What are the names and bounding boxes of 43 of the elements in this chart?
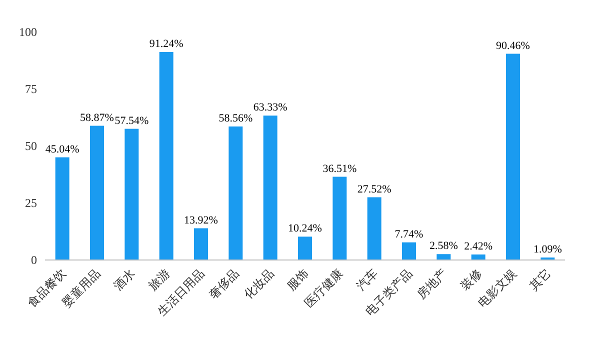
data-label: 7.74% bbox=[394, 228, 424, 240]
x-tick-label: 化妆品 bbox=[241, 266, 276, 302]
bar bbox=[124, 128, 139, 260]
x-tick-label: 房地产 bbox=[414, 266, 450, 302]
bar bbox=[298, 236, 312, 260]
data-label: 10.24% bbox=[288, 222, 322, 235]
y-tick-label: 50 bbox=[25, 139, 37, 153]
y-tick-label: 100 bbox=[19, 25, 37, 39]
data-label: 57.54% bbox=[114, 114, 149, 127]
data-label: 58.56% bbox=[218, 112, 253, 124]
x-tick-label: 服饰 bbox=[284, 266, 312, 294]
data-label: 1.09% bbox=[533, 244, 562, 256]
data-label: 90.46% bbox=[496, 40, 530, 52]
x-tick-label: 酒水 bbox=[110, 266, 138, 294]
bar bbox=[159, 52, 174, 260]
bar bbox=[90, 126, 104, 260]
bar bbox=[436, 254, 451, 260]
bar bbox=[194, 228, 208, 260]
x-tick-label: 旅游 bbox=[146, 266, 172, 294]
y-tick-label: 75 bbox=[25, 82, 37, 96]
data-label: 63.33% bbox=[253, 102, 288, 114]
data-label: 13.92% bbox=[184, 214, 218, 226]
bar bbox=[506, 54, 520, 260]
data-label: 2.58% bbox=[429, 240, 458, 252]
y-tick-label: 0 bbox=[31, 253, 37, 267]
data-label: 45.04% bbox=[45, 143, 80, 156]
data-label: 36.51% bbox=[322, 162, 357, 175]
x-tick-label: 奢侈品 bbox=[206, 266, 242, 302]
x-tick-label: 汽车 bbox=[354, 266, 380, 294]
bar bbox=[263, 116, 278, 260]
data-label: 91.24% bbox=[149, 38, 184, 50]
data-label: 27.52% bbox=[357, 183, 392, 196]
data-label: 2.42% bbox=[464, 240, 493, 252]
bar bbox=[332, 176, 347, 260]
bar bbox=[471, 254, 486, 260]
bar bbox=[228, 126, 243, 260]
x-tick-label: 装修 bbox=[458, 266, 484, 294]
y-tick-label: 25 bbox=[25, 196, 37, 210]
data-label: 58.87% bbox=[80, 112, 114, 124]
bar bbox=[367, 197, 382, 260]
bar bbox=[55, 157, 70, 260]
bar bbox=[402, 242, 416, 260]
x-tick-label: 其它 bbox=[526, 266, 554, 294]
